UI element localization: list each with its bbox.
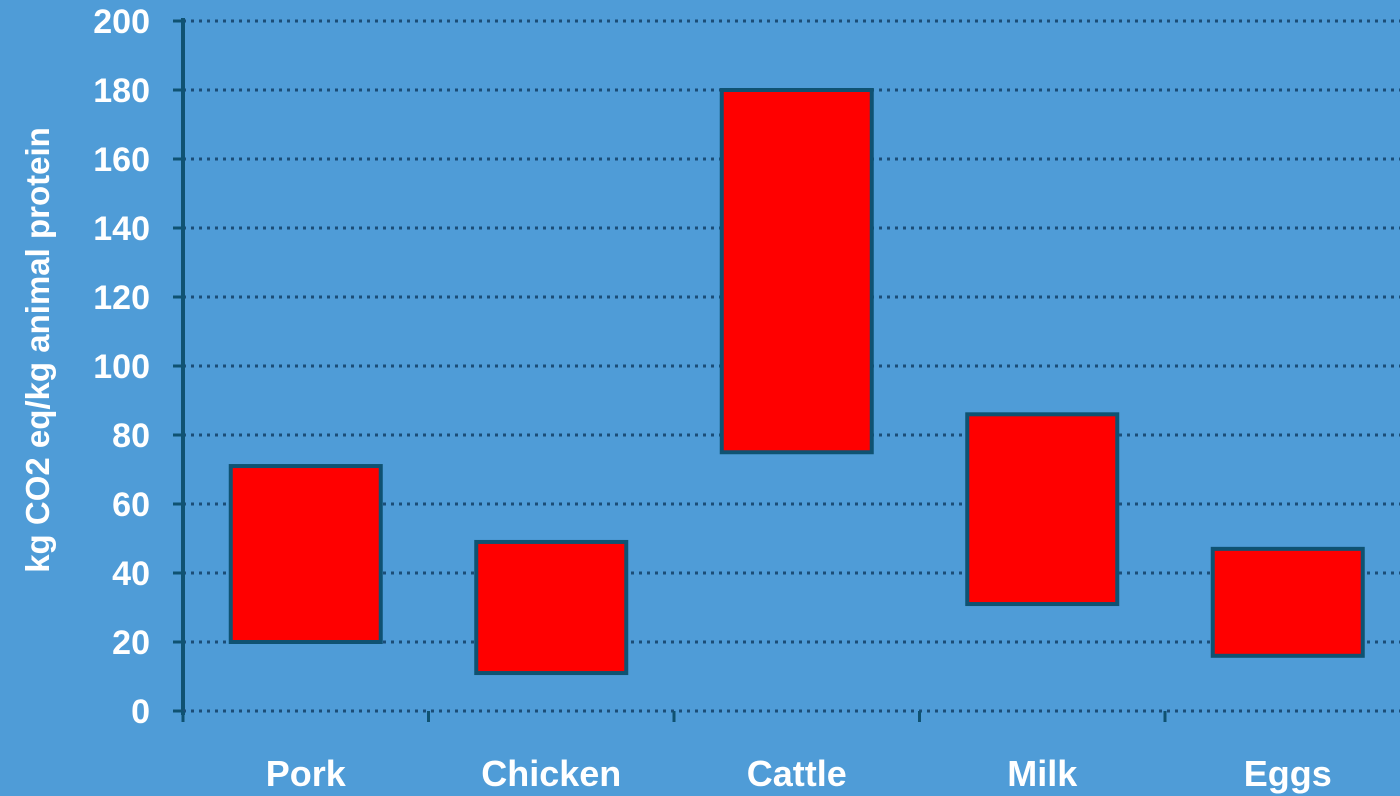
y-tick-labels: 0 20 40 60 80 100 120 140 160 180 200 <box>93 3 150 731</box>
bars <box>228 88 1365 676</box>
y-tick-label: 160 <box>93 141 150 179</box>
y-tick-label: 0 <box>131 693 150 731</box>
category-label: Chicken <box>481 753 621 794</box>
y-tick-label: 60 <box>112 486 150 524</box>
y-tick-label: 200 <box>93 3 150 41</box>
bar-pork <box>228 464 383 644</box>
category-label: Cattle <box>747 753 847 794</box>
category-label: Eggs <box>1244 753 1332 794</box>
y-tick-label: 20 <box>112 624 150 662</box>
category-label: Pork <box>266 753 347 794</box>
y-tick-label: 80 <box>112 417 150 455</box>
bar-milk <box>965 412 1120 607</box>
y-tick-label: 140 <box>93 210 150 248</box>
y-axis-title: kg CO2 eq/kg animal protein <box>19 127 56 573</box>
category-label: Milk <box>1007 753 1078 794</box>
bar-eggs <box>1210 546 1365 658</box>
y-tick-label: 100 <box>93 348 150 386</box>
x-axis-ticks <box>181 711 1167 722</box>
bar-chicken <box>474 539 629 676</box>
category-labels: Pork Chicken Cattle Milk Eggs <box>266 753 1332 794</box>
y-tick-label: 120 <box>93 279 150 317</box>
bar-cattle <box>719 88 874 455</box>
y-axis-ticks <box>173 19 183 713</box>
y-tick-label: 40 <box>112 555 150 593</box>
y-tick-label: 180 <box>93 72 150 110</box>
